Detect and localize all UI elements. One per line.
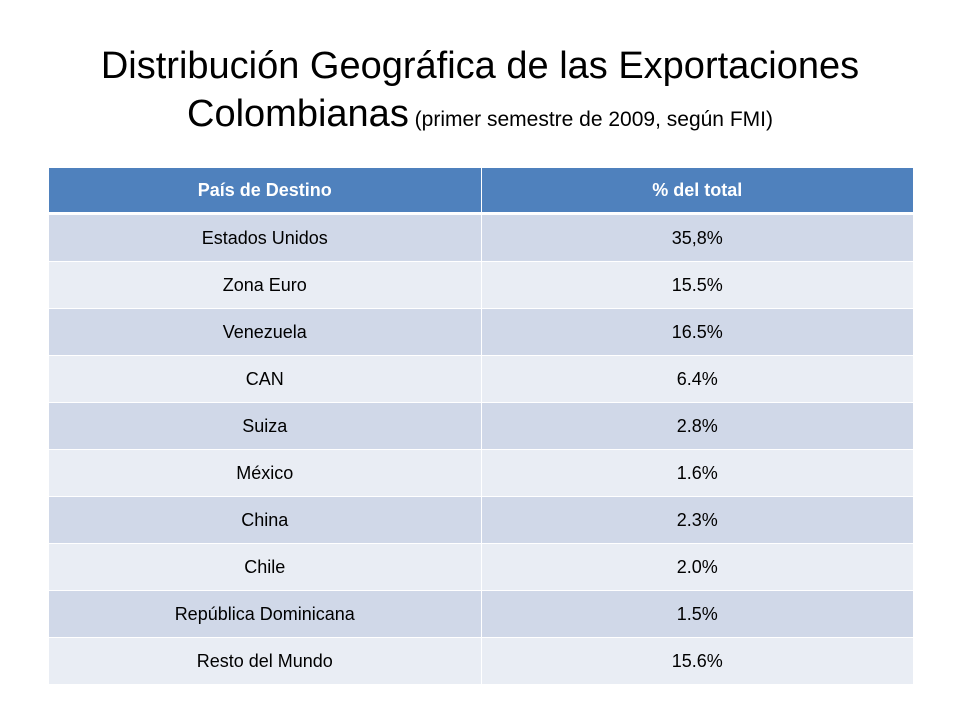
- cell-country: República Dominicana: [49, 590, 482, 638]
- cell-percent: 6.4%: [481, 355, 913, 403]
- header-percent-total: % del total: [481, 168, 913, 215]
- title-subtitle: (primer semestre de 2009, según FMI): [408, 108, 773, 131]
- table-row: Venezuela 16.5%: [49, 308, 913, 356]
- table-row: Estados Unidos 35,8%: [49, 213, 913, 262]
- title-line-2: Colombianas (primer semestre de 2009, se…: [40, 90, 920, 144]
- table-row: México 1.6%: [49, 449, 913, 497]
- cell-percent: 1.5%: [481, 590, 913, 638]
- cell-percent: 2.8%: [481, 402, 913, 450]
- cell-country: Venezuela: [49, 308, 482, 356]
- title-line-1: Distribución Geográfica de las Exportaci…: [100, 45, 860, 87]
- title-main-word: Colombianas: [187, 93, 409, 135]
- exports-table: País de Destino % del total Estados Unid…: [49, 168, 913, 685]
- cell-country: México: [49, 449, 482, 497]
- cell-country: Resto del Mundo: [49, 637, 482, 685]
- cell-percent: 2.0%: [481, 543, 913, 591]
- cell-country: Chile: [49, 543, 482, 591]
- cell-country: China: [49, 496, 482, 544]
- cell-percent: 2.3%: [481, 496, 913, 544]
- table-row: República Dominicana 1.5%: [49, 590, 913, 638]
- table-row: Suiza 2.8%: [49, 402, 913, 450]
- table-row: Resto del Mundo 15.6%: [49, 637, 913, 685]
- cell-percent: 1.6%: [481, 449, 913, 497]
- table-row: Zona Euro 15.5%: [49, 261, 913, 309]
- cell-percent: 15.6%: [481, 637, 913, 685]
- cell-percent: 15.5%: [481, 261, 913, 309]
- cell-country: Estados Unidos: [49, 213, 482, 262]
- cell-country: Suiza: [49, 402, 482, 450]
- header-destination-country: País de Destino: [49, 168, 482, 215]
- table-header-row: País de Destino % del total: [49, 168, 913, 215]
- table-row: Chile 2.0%: [49, 543, 913, 591]
- cell-country: Zona Euro: [49, 261, 482, 309]
- table-row: CAN 6.4%: [49, 355, 913, 403]
- slide-title: Distribución Geográfica de las Exportaci…: [40, 42, 920, 144]
- cell-percent: 35,8%: [481, 213, 913, 262]
- cell-percent: 16.5%: [481, 308, 913, 356]
- table-row: China 2.3%: [49, 496, 913, 544]
- exports-table-container: País de Destino % del total Estados Unid…: [49, 168, 913, 685]
- cell-country: CAN: [49, 355, 482, 403]
